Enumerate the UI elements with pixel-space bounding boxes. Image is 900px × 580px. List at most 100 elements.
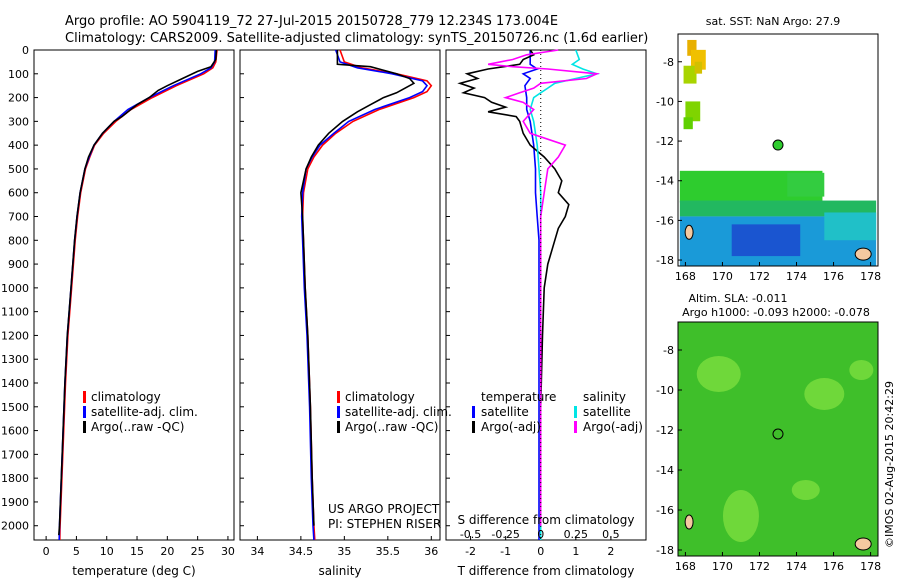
depth-axis: 0 100 200 300 400 500 600 700 800 900 1000 1100 1200…	[1, 44, 450, 533]
map-x-tick-label: 172	[749, 560, 770, 573]
legend-label-s-argo: Argo(-adj)	[583, 420, 643, 434]
land	[854, 537, 872, 551]
sst-patch	[687, 39, 697, 56]
s-difference-xlabel: S difference from climatology	[458, 513, 635, 527]
map-y-tick-label: -12	[656, 135, 674, 148]
x-tick-label: -1	[500, 545, 511, 558]
depth-tick-label: 200	[8, 92, 29, 105]
legend-label-t-argo: Argo(-adj)	[481, 420, 541, 434]
map-x-tick-label: 176	[823, 270, 844, 283]
map-x-tick-label: 174	[786, 560, 807, 573]
map-y-tick-label: -12	[656, 424, 674, 437]
map-x-tick-label: 178	[860, 270, 881, 283]
difference-legend: temperature satellite Argo(-adj) salinit…	[472, 390, 643, 434]
temperature-panel-frame	[33, 49, 235, 541]
map-x-tick-label: 170	[712, 270, 733, 283]
x-tick-label: 36	[424, 545, 438, 558]
t-difference-xlabel: T difference from climatology	[457, 564, 635, 578]
depth-tick-label: 700	[8, 211, 29, 224]
map-y-tick-label: -16	[656, 214, 674, 227]
legend-title-salinity: salinity	[583, 390, 626, 404]
salinity-legend: climatology satellite-adj. clim. Argo(..…	[337, 390, 452, 434]
pi-annotation: PI: STEPHEN RISER	[328, 517, 441, 531]
x-tick-label: 25	[191, 545, 205, 558]
s-tick-label: -0.25	[491, 528, 519, 541]
imos-watermark: ©IMOS 02-Aug-2015 20:42:29	[883, 381, 896, 548]
depth-tick-label: 1600	[1, 425, 29, 438]
legend-swatch-satellite	[337, 406, 340, 418]
depth-tick-label: 500	[8, 163, 29, 176]
sla-map-title-line1: Altim. SLA: -0.011	[688, 292, 787, 305]
series-line-climatology	[59, 49, 218, 541]
series-line-satellite-adj-clim-	[300, 49, 429, 541]
s-tick-label: -0.5	[460, 528, 481, 541]
depth-tick-label: 2000	[1, 520, 29, 533]
map-y-tick-label: -10	[656, 95, 674, 108]
series-line-argo-raw-qc-	[300, 50, 416, 526]
depth-tick-label: 100	[8, 68, 29, 81]
map-x-tick-label: 170	[712, 560, 733, 573]
map-x-tick-label: 178	[860, 560, 881, 573]
sst-patch	[731, 224, 801, 257]
legend-label-satellite: satellite-adj. clim.	[345, 405, 452, 419]
depth-tick-label: 400	[8, 139, 29, 152]
depth-tick-label: 1100	[1, 306, 29, 319]
x-tick-label: 34.5	[289, 545, 314, 558]
legend-swatch-s-argo	[574, 421, 577, 433]
series-line-climatology	[301, 49, 433, 541]
sla-anomaly	[696, 356, 741, 392]
map-frame	[677, 321, 879, 557]
x-tick-label: 2	[607, 545, 614, 558]
map-y-tick-label: -14	[656, 464, 674, 477]
sla-anomaly	[791, 480, 820, 500]
depth-tick-label: 1300	[1, 353, 29, 366]
sla-map-title-line2: Argo h1000: -0.093 h2000: -0.078	[682, 306, 870, 319]
legend-swatch-argo	[337, 421, 340, 433]
x-tick-label: 30	[221, 545, 235, 558]
difference-plot: -2 -1 0 1 2 -0.5 -0.25 0 0.25 0.5	[457, 49, 620, 558]
x-tick-label: 20	[160, 545, 174, 558]
x-tick-label: 5	[73, 545, 80, 558]
x-tick-label: 34	[250, 545, 264, 558]
x-tick-label: 15	[130, 545, 144, 558]
map-x-tick-label: 174	[786, 270, 807, 283]
legend-label-climatology: climatology	[345, 390, 415, 404]
x-tick-label: -2	[465, 545, 476, 558]
argo-position-marker	[772, 428, 784, 440]
map-y-tick-label: -10	[656, 384, 674, 397]
land	[854, 247, 872, 261]
legend-label-argo: Argo(..raw -QC)	[345, 420, 438, 434]
x-tick-label: 0	[537, 545, 544, 558]
legend-swatch-climatology	[337, 391, 340, 403]
x-tick-label: 35.5	[376, 545, 401, 558]
header-line1: Argo profile: AO 5904119_72 27-Jul-2015 …	[65, 14, 558, 29]
x-tick-label: 10	[100, 545, 114, 558]
legend-swatch-climatology	[83, 391, 86, 403]
depth-tick-label: 1200	[1, 329, 29, 342]
depth-tick-label: 1900	[1, 496, 29, 509]
sst-patch	[685, 101, 701, 122]
s-tick-label: 0.5	[602, 528, 620, 541]
difference-panel-frame	[445, 49, 647, 541]
x-tick-label: 1	[572, 545, 579, 558]
series-line-argo-raw-qc-	[58, 49, 218, 536]
depth-tick-label: 800	[8, 234, 29, 247]
series-line-salinity-argo-adj-	[487, 49, 600, 526]
legend-label-satellite: satellite-adj. clim.	[91, 405, 198, 419]
sla-anomaly	[722, 490, 759, 542]
map-x-tick-label: 168	[675, 270, 696, 283]
argo-position-marker	[772, 139, 784, 151]
depth-tick-label: 1500	[1, 401, 29, 414]
depth-tick-label: 1700	[1, 448, 29, 461]
sst-patch	[824, 212, 877, 241]
x-tick-label: 35	[337, 545, 351, 558]
series-line-temperature-argo-adj-	[457, 49, 570, 526]
legend-label-argo: Argo(..raw -QC)	[91, 420, 184, 434]
sla-anomaly	[849, 360, 874, 380]
depth-tick-label: 300	[8, 115, 29, 128]
land	[684, 224, 694, 240]
salinity-plot: 34 34.5 35 35.5 36	[250, 49, 438, 558]
sst-patch	[787, 172, 825, 197]
legend-swatch-s-satellite	[574, 406, 577, 418]
s-tick-label: 0	[537, 528, 544, 541]
